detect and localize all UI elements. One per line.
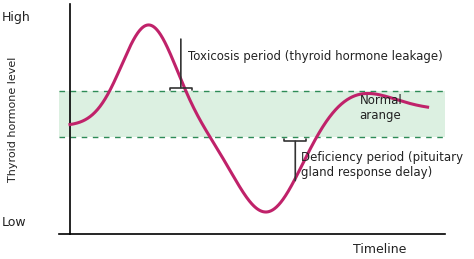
Text: Deficiency period (pituitary
gland response delay): Deficiency period (pituitary gland respo… — [301, 151, 463, 179]
Text: Thyroid hormone level: Thyroid hormone level — [8, 56, 18, 182]
Text: Low: Low — [1, 216, 26, 229]
Bar — [59, 91, 446, 137]
Text: Timeline: Timeline — [353, 243, 407, 256]
Text: Toxicosis period (thyroid hormone leakage): Toxicosis period (thyroid hormone leakag… — [188, 51, 443, 63]
Text: High: High — [1, 11, 30, 24]
Text: Normal
arange: Normal arange — [360, 93, 402, 121]
